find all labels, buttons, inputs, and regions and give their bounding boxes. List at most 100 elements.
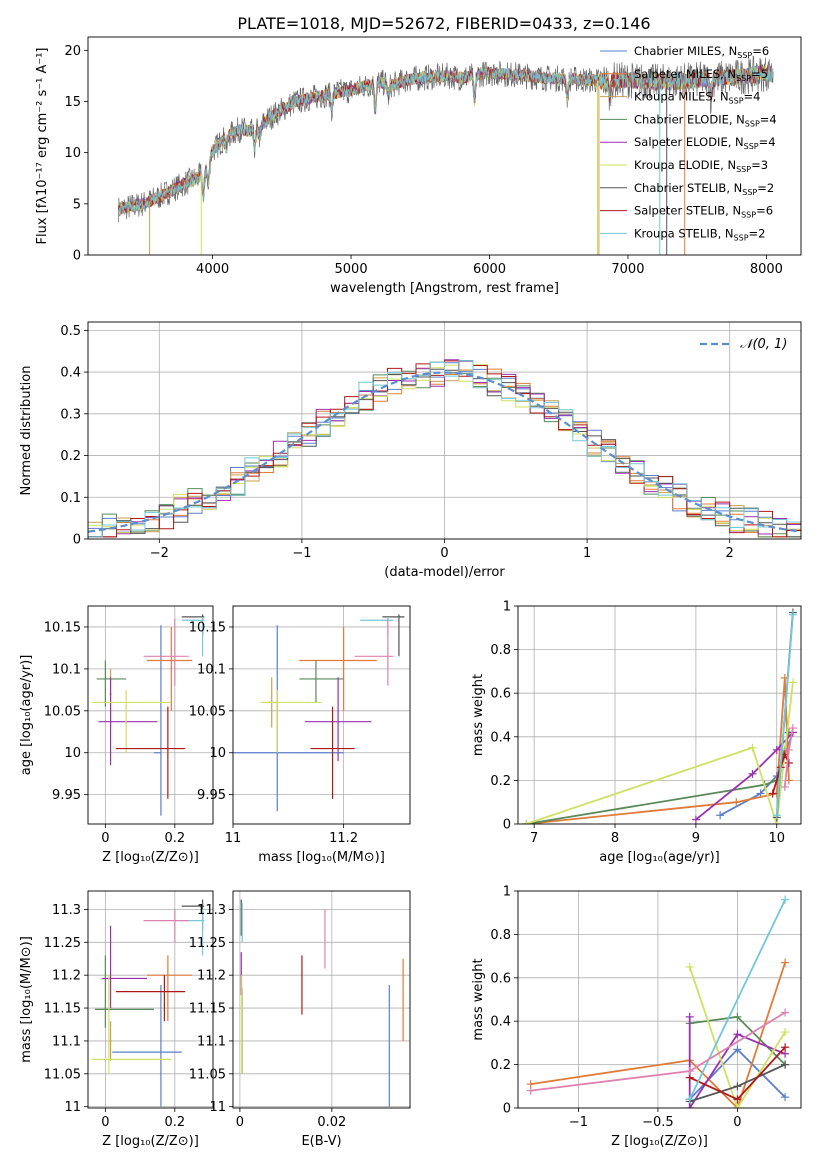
residuals-axes: −2 −1 0 1 2 0 0.1 0.2 0.3 0.4 0.5 (data-model)/erro… [19, 321, 802, 580]
mass-vs-Z-ylabel: mass [log₁₀(M/M⊙)] [19, 936, 34, 1063]
age-vs-Z-xlabel: Z [log₁₀(Z/Z⊙)] [102, 850, 199, 865]
x-tick-label: 11 [225, 831, 242, 846]
y-tick-label: 0 [503, 818, 511, 833]
legend-sub: SSP [741, 211, 756, 220]
x-tick-label: 9 [692, 831, 700, 846]
x-tick-label: 0 [236, 1115, 244, 1130]
mass-vs-ebv-plot-area [233, 891, 410, 1108]
legend-label: Chabrier STELIB, N [634, 181, 742, 195]
x-tick-label: 8000 [750, 262, 783, 277]
mass-vs-Z-axes: 0 0.2 11 11.05 11.1 11.15 11.2 11.25 11.3 Z [log₁… [19, 890, 214, 1149]
y-tick-label: 11.3 [52, 903, 81, 918]
y-tick-label: 10.05 [44, 704, 81, 719]
weight-series-line [525, 732, 790, 824]
x-tick-label: 0 [733, 1115, 741, 1130]
x-tick-label: −1 [292, 546, 311, 561]
y-tick-label: 10.15 [44, 620, 81, 635]
x-tick-label: 11.2 [329, 831, 358, 846]
legend-val: =4 [759, 135, 776, 149]
weight-vs-age-axes: 7 8 9 10 0 0.2 0.4 0.6 0.8 1 age [log₁₀(age/yr)] ma… [471, 600, 802, 865]
weight-vs-Z-plot-area [518, 891, 801, 1108]
y-tick-label: 0.4 [60, 366, 81, 381]
mass-vs-ebv-axes: 0 0.02 11 11.05 11.1 11.15 11.2 11.25 11.3 E(B-V) [189, 890, 411, 1149]
y-tick-label: 0.8 [490, 928, 511, 943]
y-tick-label: 15 [64, 95, 81, 110]
y-tick-label: 10 [209, 746, 226, 761]
weight-series-line [775, 614, 794, 816]
y-tick-label: 9.95 [197, 788, 226, 803]
y-tick-label: 11.3 [197, 903, 226, 918]
legend-entry: Kroupa MILES, NSSP=4 [634, 90, 760, 106]
y-tick-label: 1 [503, 600, 511, 615]
y-tick-label: 10.1 [52, 662, 81, 677]
x-tick-label: 0 [101, 831, 109, 846]
y-tick-label: 0.2 [490, 1058, 511, 1073]
weight-series-line [695, 731, 794, 821]
residual-histogram [88, 360, 801, 538]
y-tick-label: 11.05 [189, 1067, 226, 1082]
weight-vs-age-plot-area [518, 606, 801, 824]
x-tick-label: 6000 [473, 262, 506, 277]
y-tick-label: 11.25 [189, 936, 226, 951]
legend-entry: Kroupa STELIB, NSSP=2 [634, 226, 765, 242]
y-tick-label: 11.15 [189, 1002, 226, 1017]
y-tick-label: 5 [73, 197, 81, 212]
legend-label: Salpeter ELODIE, N [634, 135, 744, 149]
x-tick-label: 4000 [196, 262, 229, 277]
age-vs-mass-xlabel: mass [log₁₀(M/M⊙)] [258, 850, 385, 865]
spectrum-series-line [118, 65, 774, 215]
legend-val: =2 [757, 181, 774, 195]
y-tick-label: 0.5 [60, 324, 81, 339]
x-tick-label: −0.5 [642, 1115, 674, 1130]
legend-entry: 𝒩(0, 1) [740, 337, 787, 352]
y-tick-label: 11 [209, 1100, 226, 1115]
y-tick-label: 0.2 [490, 774, 511, 789]
figure-title: PLATE=1018, MJD=52672, FIBERID=0433, z=0… [237, 14, 650, 33]
x-tick-label: 0.02 [317, 1115, 346, 1130]
x-tick-label: 0.2 [164, 1115, 185, 1130]
legend-label: Salpeter MILES, N [634, 67, 736, 81]
weight-series-line [688, 1016, 786, 1108]
weight-series-line [530, 962, 786, 1108]
weight-vs-Z-xlabel: Z [log₁₀(Z/Z⊙)] [611, 1134, 708, 1149]
weight-vs-Z-axes: −1 −0.5 0 0 0.2 0.4 0.6 0.8 1 Z [log₁₀(Z/Z⊙)] mass… [471, 885, 802, 1149]
legend-label: Salpeter STELIB, N [634, 204, 741, 218]
y-tick-label: 10.1 [197, 662, 226, 677]
weight-vs-age-frame [517, 605, 802, 825]
x-tick-label: 7000 [611, 262, 644, 277]
weight-vs-Z-frame [517, 890, 802, 1109]
y-tick-label: 0.6 [490, 971, 511, 986]
legend-sub: SSP [737, 51, 752, 60]
age-vs-Z-ylabel: age [log₁₀(age/yr)] [19, 655, 34, 776]
legend-sub: SSP [745, 119, 760, 128]
legend-sub: SSP [734, 233, 749, 242]
legend-entry: Kroupa ELODIE, NSSP=3 [634, 158, 768, 174]
x-tick-label: 8 [611, 831, 619, 846]
legend-entry: Salpeter STELIB, NSSP=6 [634, 204, 773, 220]
weight-series-line [771, 751, 790, 794]
spectrum-ylabel: Flux [fλ10⁻¹⁷ erg cm⁻² s⁻¹ A⁻¹] [35, 48, 50, 245]
x-tick-label: −1 [569, 1115, 588, 1130]
mass-vs-ebv-frame [232, 890, 411, 1109]
legend-val: =4 [744, 90, 761, 104]
y-tick-label: 0.8 [490, 643, 511, 658]
x-tick-label: 5000 [335, 262, 368, 277]
legend-val: =3 [751, 158, 768, 172]
x-tick-label: 0.2 [164, 831, 185, 846]
y-tick-label: 11.25 [44, 936, 81, 951]
x-tick-label: 7 [530, 831, 538, 846]
legend-entry: Chabrier ELODIE, NSSP=4 [634, 112, 777, 128]
weight-series-line [688, 899, 786, 1100]
y-tick-label: 0 [73, 533, 81, 548]
y-tick-label: 10.15 [189, 620, 226, 635]
y-tick-label: 0.6 [490, 687, 511, 702]
legend-sub: SSP [736, 165, 751, 174]
y-tick-label: 9.95 [52, 788, 81, 803]
x-tick-label: 1 [583, 546, 591, 561]
legend-sub: SSP [736, 74, 751, 83]
legend-val: =6 [756, 204, 773, 218]
legend-label: Kroupa STELIB, N [634, 226, 734, 240]
mass-vs-Z-xlabel: Z [log₁₀(Z/Z⊙)] [102, 1134, 199, 1149]
legend-entry: Salpeter MILES, NSSP=5 [634, 67, 768, 83]
